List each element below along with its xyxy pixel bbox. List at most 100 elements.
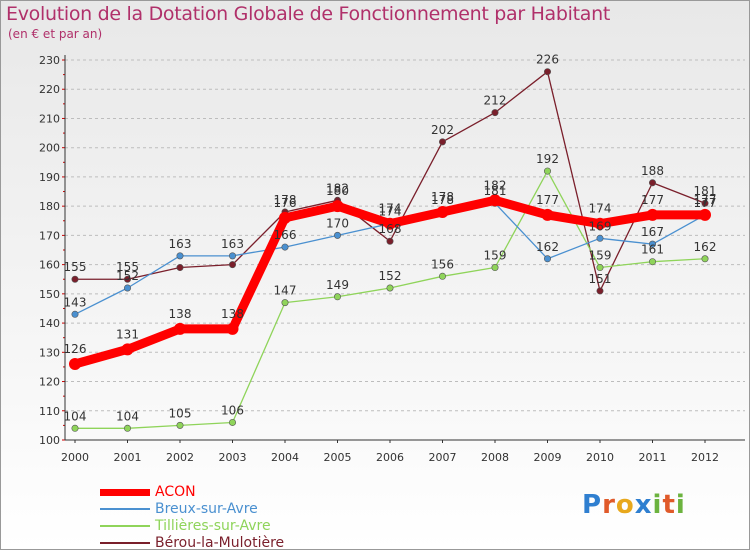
data-point-breux-sur-avre bbox=[596, 234, 604, 242]
data-point-tilli-res-sur-avre bbox=[124, 424, 132, 432]
data-label-acon: 177 bbox=[641, 193, 664, 207]
legend-swatch-breux bbox=[100, 508, 150, 510]
data-label-tilli-res-sur-avre: 105 bbox=[169, 406, 192, 420]
data-label-acon: 131 bbox=[116, 327, 139, 341]
brand-letter: i bbox=[675, 490, 686, 520]
y-tick-label: 100 bbox=[39, 434, 60, 447]
data-point-tilli-res-sur-avre bbox=[281, 299, 289, 307]
data-label-b-rou-la-muloti-re: 155 bbox=[116, 260, 139, 274]
data-point-tilli-res-sur-avre bbox=[438, 272, 446, 280]
data-label-b-rou-la-muloti-re: 151 bbox=[589, 272, 612, 286]
x-tick-label: 2006 bbox=[376, 451, 404, 464]
data-label-tilli-res-sur-avre: 147 bbox=[274, 284, 297, 298]
data-point-b-rou-la-muloti-re bbox=[543, 68, 551, 76]
data-label-acon: 177 bbox=[536, 193, 559, 207]
data-point-acon bbox=[384, 217, 396, 230]
data-label-breux-sur-avre: 177 bbox=[694, 196, 717, 210]
data-label-breux-sur-avre: 163 bbox=[221, 237, 244, 251]
data-point-acon bbox=[121, 343, 134, 356]
y-tick-label: 160 bbox=[39, 259, 60, 272]
brand-letter: i bbox=[652, 490, 663, 520]
y-tick-label: 170 bbox=[39, 229, 60, 242]
data-label-acon: 138 bbox=[169, 307, 192, 321]
data-label-b-rou-la-muloti-re: 178 bbox=[274, 193, 297, 207]
data-label-tilli-res-sur-avre: 152 bbox=[379, 269, 402, 283]
x-tick-label: 2001 bbox=[114, 451, 142, 464]
data-point-acon bbox=[489, 194, 501, 207]
x-tick-label: 2009 bbox=[534, 451, 562, 464]
y-tick-label: 210 bbox=[39, 112, 60, 125]
data-label-tilli-res-sur-avre: 156 bbox=[431, 257, 454, 271]
data-point-breux-sur-avre bbox=[124, 284, 132, 292]
data-label-b-rou-la-muloti-re: 212 bbox=[484, 94, 507, 108]
data-label-acon: 182 bbox=[484, 178, 507, 192]
data-label-b-rou-la-muloti-re: 182 bbox=[326, 181, 349, 195]
data-point-breux-sur-avre bbox=[543, 255, 551, 263]
data-label-tilli-res-sur-avre: 149 bbox=[326, 278, 349, 292]
data-point-acon bbox=[226, 322, 239, 335]
data-label-b-rou-la-muloti-re: 202 bbox=[431, 123, 454, 137]
brand-letter: o bbox=[615, 490, 635, 520]
data-point-breux-sur-avre bbox=[648, 240, 656, 248]
data-point-breux-sur-avre bbox=[176, 252, 184, 260]
data-point-b-rou-la-muloti-re bbox=[596, 287, 604, 295]
data-point-acon bbox=[699, 208, 711, 221]
data-label-acon: 176 bbox=[274, 196, 297, 210]
data-label-acon: 126 bbox=[64, 342, 87, 356]
legend-item-acon: ACON bbox=[100, 484, 360, 501]
data-label-breux-sur-avre: 167 bbox=[641, 225, 664, 239]
data-label-tilli-res-sur-avre: 159 bbox=[484, 249, 507, 263]
legend: ACON Breux-sur-Avre Tillières-sur-Avre B… bbox=[100, 484, 360, 552]
data-point-acon bbox=[594, 217, 606, 230]
y-tick-label: 230 bbox=[39, 54, 60, 67]
data-point-tilli-res-sur-avre bbox=[176, 421, 184, 429]
data-point-breux-sur-avre bbox=[281, 243, 289, 251]
data-label-breux-sur-avre: 143 bbox=[64, 295, 87, 309]
data-point-tilli-res-sur-avre bbox=[386, 284, 394, 292]
data-point-acon bbox=[69, 358, 81, 370]
legend-label-berou: Bérou-la-Mulotière bbox=[155, 535, 285, 551]
x-tick-label: 2011 bbox=[639, 451, 667, 464]
data-point-acon bbox=[436, 206, 449, 218]
legend-label-acon: ACON bbox=[155, 484, 196, 500]
brand-letter: x bbox=[634, 490, 653, 520]
data-label-tilli-res-sur-avre: 106 bbox=[221, 403, 244, 417]
data-point-acon bbox=[331, 200, 344, 213]
y-tick-label: 130 bbox=[39, 346, 60, 359]
data-label-breux-sur-avre: 163 bbox=[169, 237, 192, 251]
data-point-acon bbox=[541, 208, 554, 221]
data-label-breux-sur-avre: 170 bbox=[326, 216, 349, 230]
data-point-tilli-res-sur-avre bbox=[596, 264, 604, 272]
x-tick-label: 2000 bbox=[61, 451, 89, 464]
data-point-tilli-res-sur-avre bbox=[543, 167, 551, 175]
data-label-tilli-res-sur-avre: 159 bbox=[589, 249, 612, 263]
data-label-acon: 174 bbox=[589, 202, 612, 216]
legend-label-breux: Breux-sur-Avre bbox=[155, 501, 258, 517]
data-label-b-rou-la-muloti-re: 155 bbox=[64, 260, 87, 274]
data-label-breux-sur-avre: 152 bbox=[116, 269, 139, 283]
data-point-acon bbox=[174, 322, 186, 335]
x-tick-label: 2003 bbox=[219, 451, 247, 464]
proxiti-logo: Proxiti bbox=[582, 490, 686, 520]
data-point-b-rou-la-muloti-re bbox=[124, 275, 132, 283]
data-point-b-rou-la-muloti-re bbox=[386, 237, 394, 245]
data-label-tilli-res-sur-avre: 161 bbox=[641, 243, 664, 257]
data-label-acon: 177 bbox=[694, 193, 717, 207]
data-label-acon: 138 bbox=[221, 307, 244, 321]
data-label-b-rou-la-muloti-re: 188 bbox=[641, 164, 664, 178]
x-tick-label: 2004 bbox=[271, 451, 299, 464]
chart-subtitle: (en € et par an) bbox=[8, 27, 103, 41]
brand-letter: r bbox=[602, 490, 616, 520]
data-point-breux-sur-avre bbox=[71, 310, 79, 318]
y-tick-label: 220 bbox=[39, 83, 60, 96]
brand-letter: P bbox=[582, 490, 603, 520]
data-point-tilli-res-sur-avre bbox=[333, 293, 341, 301]
x-tick-label: 2010 bbox=[586, 451, 614, 464]
data-label-acon: 178 bbox=[431, 190, 454, 204]
data-point-b-rou-la-muloti-re bbox=[648, 179, 656, 187]
x-tick-label: 2012 bbox=[691, 451, 719, 464]
data-label-breux-sur-avre: 169 bbox=[589, 219, 612, 233]
y-tick-label: 180 bbox=[39, 200, 60, 213]
x-tick-label: 2005 bbox=[324, 451, 352, 464]
